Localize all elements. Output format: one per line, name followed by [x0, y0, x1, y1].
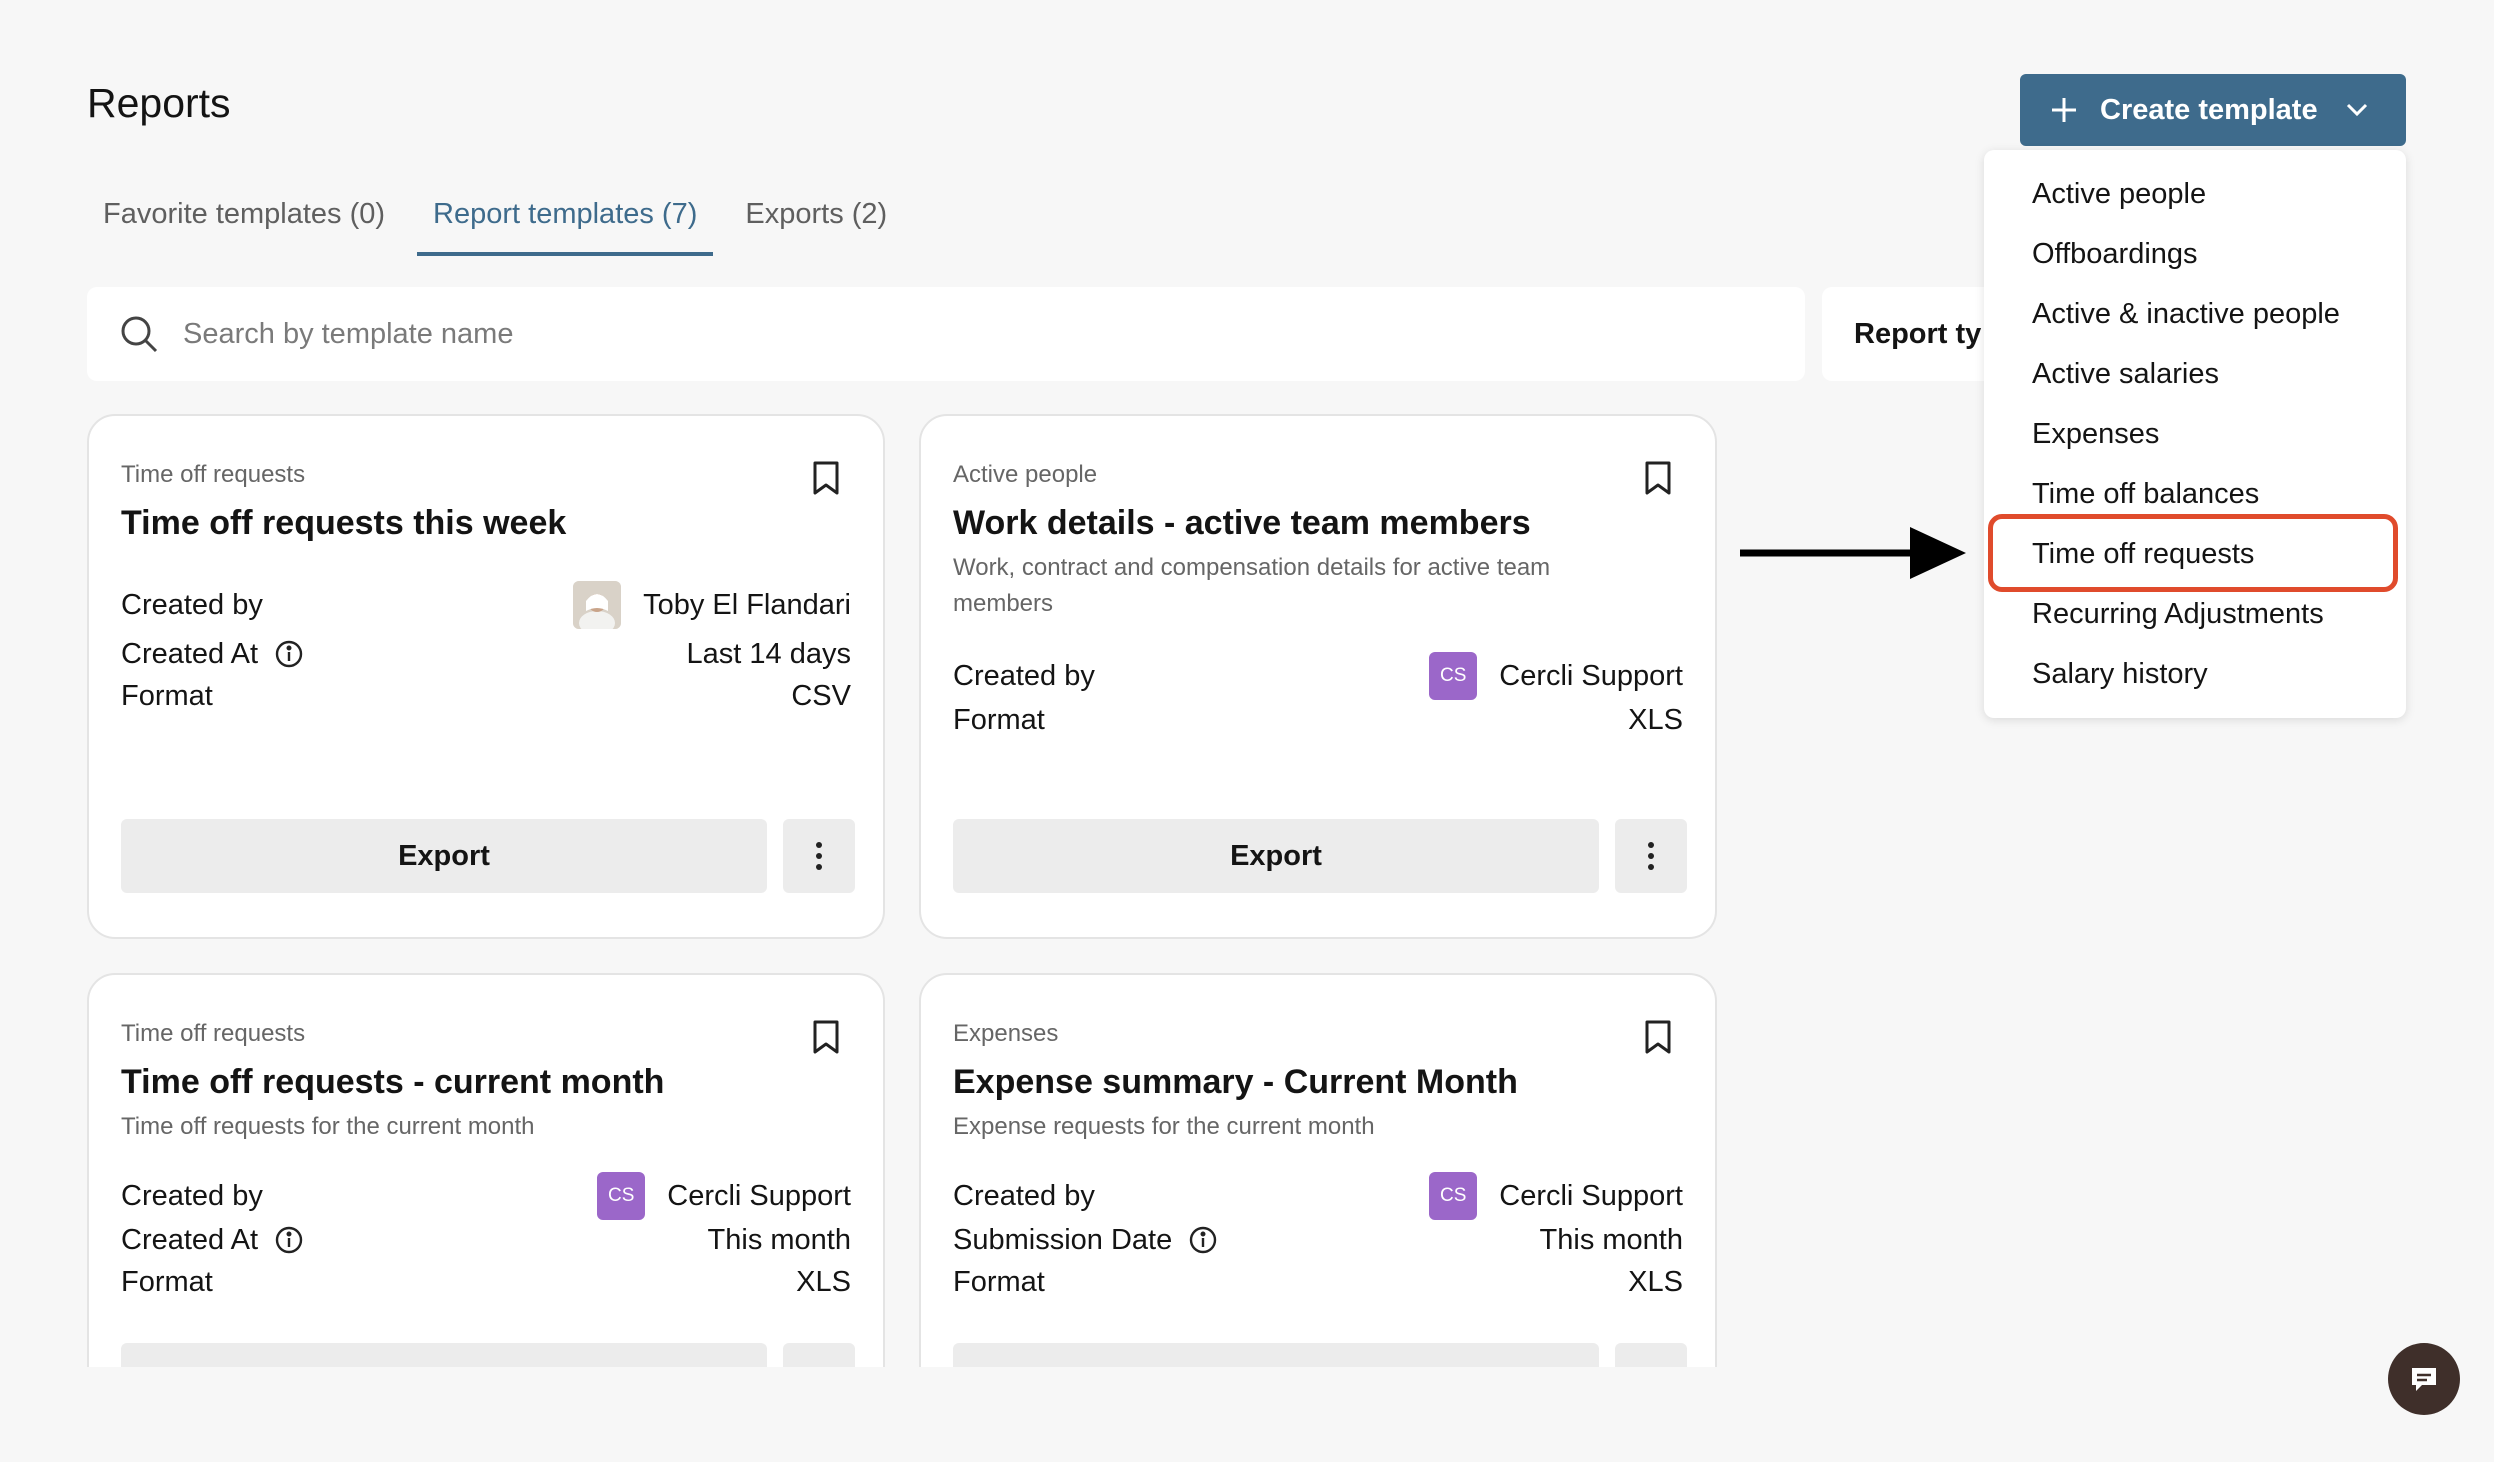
card-title: Work details - active team members: [953, 504, 1531, 542]
created-by-value: Cercli Support: [667, 1179, 851, 1212]
highlight-outline: [1988, 514, 2398, 592]
bookmark-icon[interactable]: [1641, 1019, 1675, 1055]
created-at-value: Last 14 days: [686, 637, 851, 670]
avatar: [573, 581, 622, 629]
format-value: XLS: [1628, 703, 1683, 736]
chat-icon: [2412, 1368, 2436, 1391]
page-title: Reports: [87, 80, 231, 126]
format-value: CSV: [791, 679, 851, 712]
viewport-fade: [0, 1367, 2494, 1462]
created-at-value: This month: [707, 1223, 851, 1256]
search-icon: [121, 316, 158, 353]
info-icon[interactable]: [274, 1225, 304, 1255]
menu-item-time-off-balances[interactable]: Time off balances: [2032, 478, 2260, 510]
avatar: CS: [1429, 652, 1478, 700]
tab-report-templates[interactable]: Report templates (7): [417, 190, 714, 256]
card-category: Time off requests: [121, 461, 306, 488]
format-value: XLS: [1628, 1265, 1683, 1298]
report-card: Time off requests Time off requests this…: [87, 414, 885, 939]
format-label: Format: [121, 679, 213, 712]
format-label: Format: [953, 1265, 1045, 1298]
avatar: CS: [1429, 1172, 1478, 1220]
format-row: Format XLS: [953, 700, 1683, 740]
format-row: Format CSV: [121, 676, 851, 716]
created-by-label: Created by: [121, 588, 263, 621]
menu-item-salary-history[interactable]: Salary history: [2032, 658, 2208, 690]
submission-date-label: Submission Date: [953, 1223, 1173, 1256]
bookmark-icon[interactable]: [809, 460, 843, 496]
format-row: Format XLS: [953, 1262, 1683, 1302]
plus-icon: [2052, 98, 2076, 122]
created-at-label: Created At: [121, 1223, 259, 1256]
card-category: Expenses: [953, 1020, 1059, 1047]
created-by-row: Created by CS Cercli Support: [953, 1172, 1683, 1220]
created-by-label: Created by: [953, 659, 1095, 692]
card-title: Expense summary - Current Month: [953, 1063, 1518, 1101]
search-bar: [87, 287, 1805, 381]
export-button[interactable]: Export: [121, 819, 767, 893]
created-at-label: Created At: [121, 637, 259, 670]
search-input[interactable]: [183, 317, 1583, 351]
menu-item-active-inactive-people[interactable]: Active & inactive people: [2032, 298, 2340, 330]
card-description: Work, contract and compensation details …: [953, 554, 1551, 617]
created-by-value: Cercli Support: [1499, 1179, 1683, 1212]
create-template-button[interactable]: Create template: [2020, 74, 2406, 146]
submission-date-value: This month: [1539, 1223, 1683, 1256]
card-description: Expense requests for the current month: [953, 1113, 1375, 1140]
bookmark-icon[interactable]: [1641, 460, 1675, 496]
created-at-row: Created At Last 14 days: [121, 634, 851, 674]
card-category: Active people: [953, 461, 1098, 488]
submission-date-row: Submission Date This month: [953, 1220, 1683, 1260]
created-by-label: Created by: [121, 1179, 263, 1212]
created-by-row: Created by CS Cercli Support: [121, 1172, 851, 1220]
tab-exports[interactable]: Exports (2): [745, 198, 888, 230]
more-options-button[interactable]: [1615, 819, 1687, 893]
card-description: Time off requests for the current month: [121, 1113, 535, 1140]
created-by-row: Created by Toby El Flandari: [121, 581, 851, 629]
menu-item-time-off-requests[interactable]: Time off requests: [2032, 538, 2255, 570]
tab-bar: Favorite templates (0) Report templates …: [87, 190, 919, 256]
created-by-value: Cercli Support: [1499, 659, 1683, 692]
menu-item-active-people[interactable]: Active people: [2032, 178, 2207, 210]
created-at-row: Created At This month: [121, 1220, 851, 1260]
card-title: Time off requests - current month: [121, 1063, 665, 1101]
create-template-dropdown: Active people Offboardings Active & inac…: [1984, 150, 2406, 718]
created-by-value: Toby El Flandari: [643, 588, 851, 621]
card-category: Time off requests: [121, 1020, 306, 1047]
menu-item-offboardings[interactable]: Offboardings: [2032, 238, 2198, 270]
format-label: Format: [121, 1265, 213, 1298]
tab-favorite-templates[interactable]: Favorite templates (0): [103, 198, 386, 230]
menu-item-active-salaries[interactable]: Active salaries: [2032, 358, 2219, 390]
format-row: Format XLS: [121, 1262, 851, 1302]
bookmark-icon[interactable]: [809, 1019, 843, 1055]
arrow-right-icon: [1740, 527, 1966, 579]
avatar: CS: [597, 1172, 646, 1220]
more-vertical-icon: [1648, 842, 1654, 870]
info-icon[interactable]: [1188, 1225, 1218, 1255]
format-value: XLS: [796, 1265, 851, 1298]
more-vertical-icon: [816, 842, 822, 870]
created-by-row: Created by CS Cercli Support: [953, 652, 1683, 700]
chevron-down-icon: [2346, 103, 2367, 117]
format-label: Format: [953, 703, 1045, 736]
export-button[interactable]: Export: [953, 819, 1599, 893]
menu-item-recurring-adjustments[interactable]: Recurring Adjustments: [2032, 598, 2324, 630]
menu-item-expenses[interactable]: Expenses: [2032, 418, 2160, 450]
report-card: Active people Work details - active team…: [919, 414, 1717, 939]
chat-button[interactable]: [2388, 1343, 2460, 1415]
created-by-label: Created by: [953, 1179, 1095, 1212]
info-icon[interactable]: [274, 639, 304, 669]
card-title: Time off requests this week: [121, 504, 567, 542]
more-options-button[interactable]: [783, 819, 855, 893]
create-template-label: Create template: [2100, 93, 2318, 126]
